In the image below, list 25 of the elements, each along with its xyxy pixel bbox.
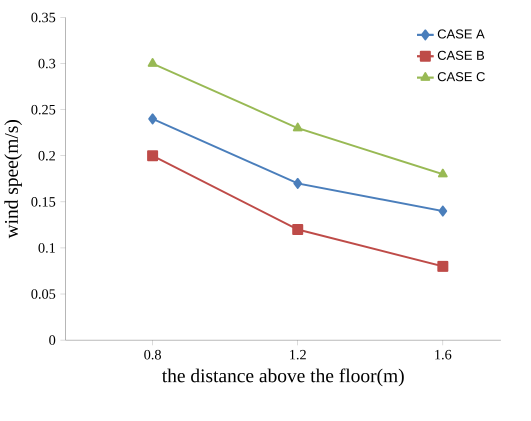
legend-label: CASE C: [438, 72, 485, 82]
x-tick-label: 0.8: [144, 350, 161, 360]
y-tick-label: 0.3: [38, 58, 56, 69]
y-tick-label: 0.15: [31, 197, 56, 207]
point: [148, 113, 157, 125]
y-tick-label: 0: [49, 335, 56, 346]
y-tick-label: 0.1: [38, 243, 55, 253]
legend-label: CASE A: [438, 30, 485, 39]
x-tick-label: 1.2: [290, 350, 306, 360]
point: [147, 150, 158, 162]
point: [292, 122, 303, 132]
y-tick-label: 0.05: [31, 289, 56, 299]
legend-label: CASE B: [438, 50, 484, 60]
y-tick-label: 0.35: [31, 12, 56, 22]
point: [438, 168, 448, 178]
y-axis-title: wind spee(m/s): [4, 120, 22, 239]
point: [148, 58, 158, 67]
point: [292, 224, 304, 236]
point: [438, 206, 448, 217]
x-tick-label: 1.6: [435, 350, 452, 360]
x-axis-title: the distance above the floor(m): [162, 368, 404, 386]
y-tick-label: 0.25: [31, 104, 56, 115]
y-tick-label: 0.2: [38, 151, 55, 161]
point: [437, 260, 448, 272]
point: [293, 178, 302, 190]
